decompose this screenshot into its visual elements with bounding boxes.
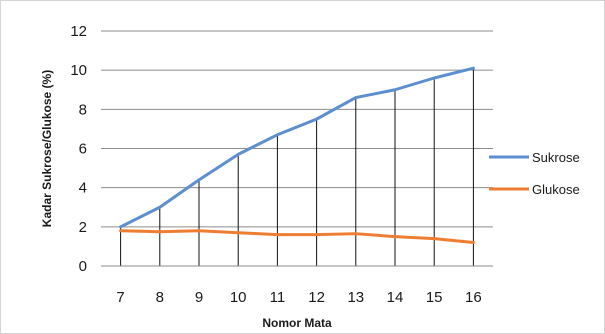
x-tick-label: 7 bbox=[116, 289, 124, 306]
x-tick-label: 11 bbox=[270, 289, 286, 306]
y-tick-label: 2 bbox=[79, 219, 87, 236]
x-tick-label: 12 bbox=[308, 289, 325, 306]
x-tick-label: 8 bbox=[156, 289, 164, 306]
series-group bbox=[119, 66, 475, 244]
y-axis-title: Kadar Sukrose/Glukose (%) bbox=[40, 70, 54, 227]
x-tick-labels: 7 8 9 10 11 12 13 14 15 16 bbox=[116, 289, 481, 306]
y-tick-label: 10 bbox=[70, 62, 87, 79]
x-tick-label: 15 bbox=[426, 289, 443, 306]
y-tick-label: 4 bbox=[79, 180, 87, 197]
y-tick-label: 6 bbox=[79, 141, 87, 158]
x-tick-label: 14 bbox=[387, 289, 404, 306]
y-tick-label: 8 bbox=[79, 101, 87, 118]
x-tick-label: 10 bbox=[230, 289, 247, 306]
y-tick-labels: 0 2 4 6 8 10 12 bbox=[70, 23, 87, 275]
gridlines bbox=[101, 30, 493, 228]
legend-label-glukose: Glukose bbox=[532, 182, 580, 197]
series-line-glukose bbox=[119, 229, 475, 244]
y-tick-label: 12 bbox=[70, 23, 87, 40]
legend-label-sukrose: Sukrose bbox=[532, 150, 580, 165]
x-axis-title: Nomor Mata bbox=[262, 316, 332, 330]
series-line-sukrose bbox=[119, 66, 475, 229]
drop-lines bbox=[120, 68, 474, 266]
y-tick-label: 0 bbox=[79, 258, 87, 275]
x-tick-label: 13 bbox=[347, 289, 364, 306]
legend: Sukrose Glukose bbox=[489, 150, 580, 197]
x-tick-label: 9 bbox=[195, 289, 203, 306]
x-tick-label: 16 bbox=[465, 289, 482, 306]
